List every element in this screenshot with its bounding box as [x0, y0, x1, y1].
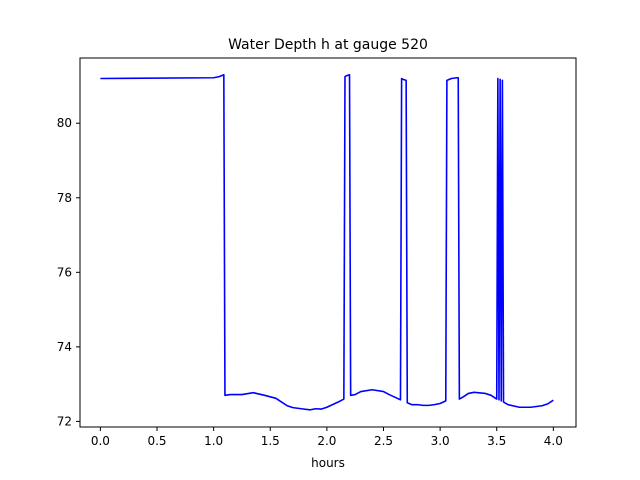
x-tick-label: 1.5	[261, 434, 280, 448]
y-tick-label: 74	[57, 340, 72, 354]
x-tick-label: 4.0	[544, 434, 563, 448]
x-axis-label: hours	[311, 456, 345, 470]
x-tick-label: 2.5	[374, 434, 393, 448]
x-tick-label: 3.0	[431, 434, 450, 448]
y-tick-label: 76	[57, 265, 72, 279]
x-tick-label: 0.5	[147, 434, 166, 448]
x-tick-label: 3.5	[487, 434, 506, 448]
series-line-0	[100, 73, 554, 411]
plot-frame	[79, 57, 577, 428]
chart-title: Water Depth h at gauge 520	[228, 37, 428, 53]
plot-area	[80, 58, 576, 427]
x-tick-label: 2.0	[317, 434, 336, 448]
y-axis-ticks: 72 74 76 78 80	[57, 116, 80, 428]
x-tick-label: 0.0	[91, 434, 110, 448]
series-layer	[100, 73, 554, 411]
x-axis-ticks: 0.0 0.5 1.0 1.5 2.0 2.5 3.0 3.5 4.0	[91, 427, 563, 448]
y-tick-label: 80	[57, 116, 72, 130]
y-tick-label: 78	[57, 191, 72, 205]
y-tick-label: 72	[57, 414, 72, 428]
x-tick-label: 1.0	[204, 434, 223, 448]
